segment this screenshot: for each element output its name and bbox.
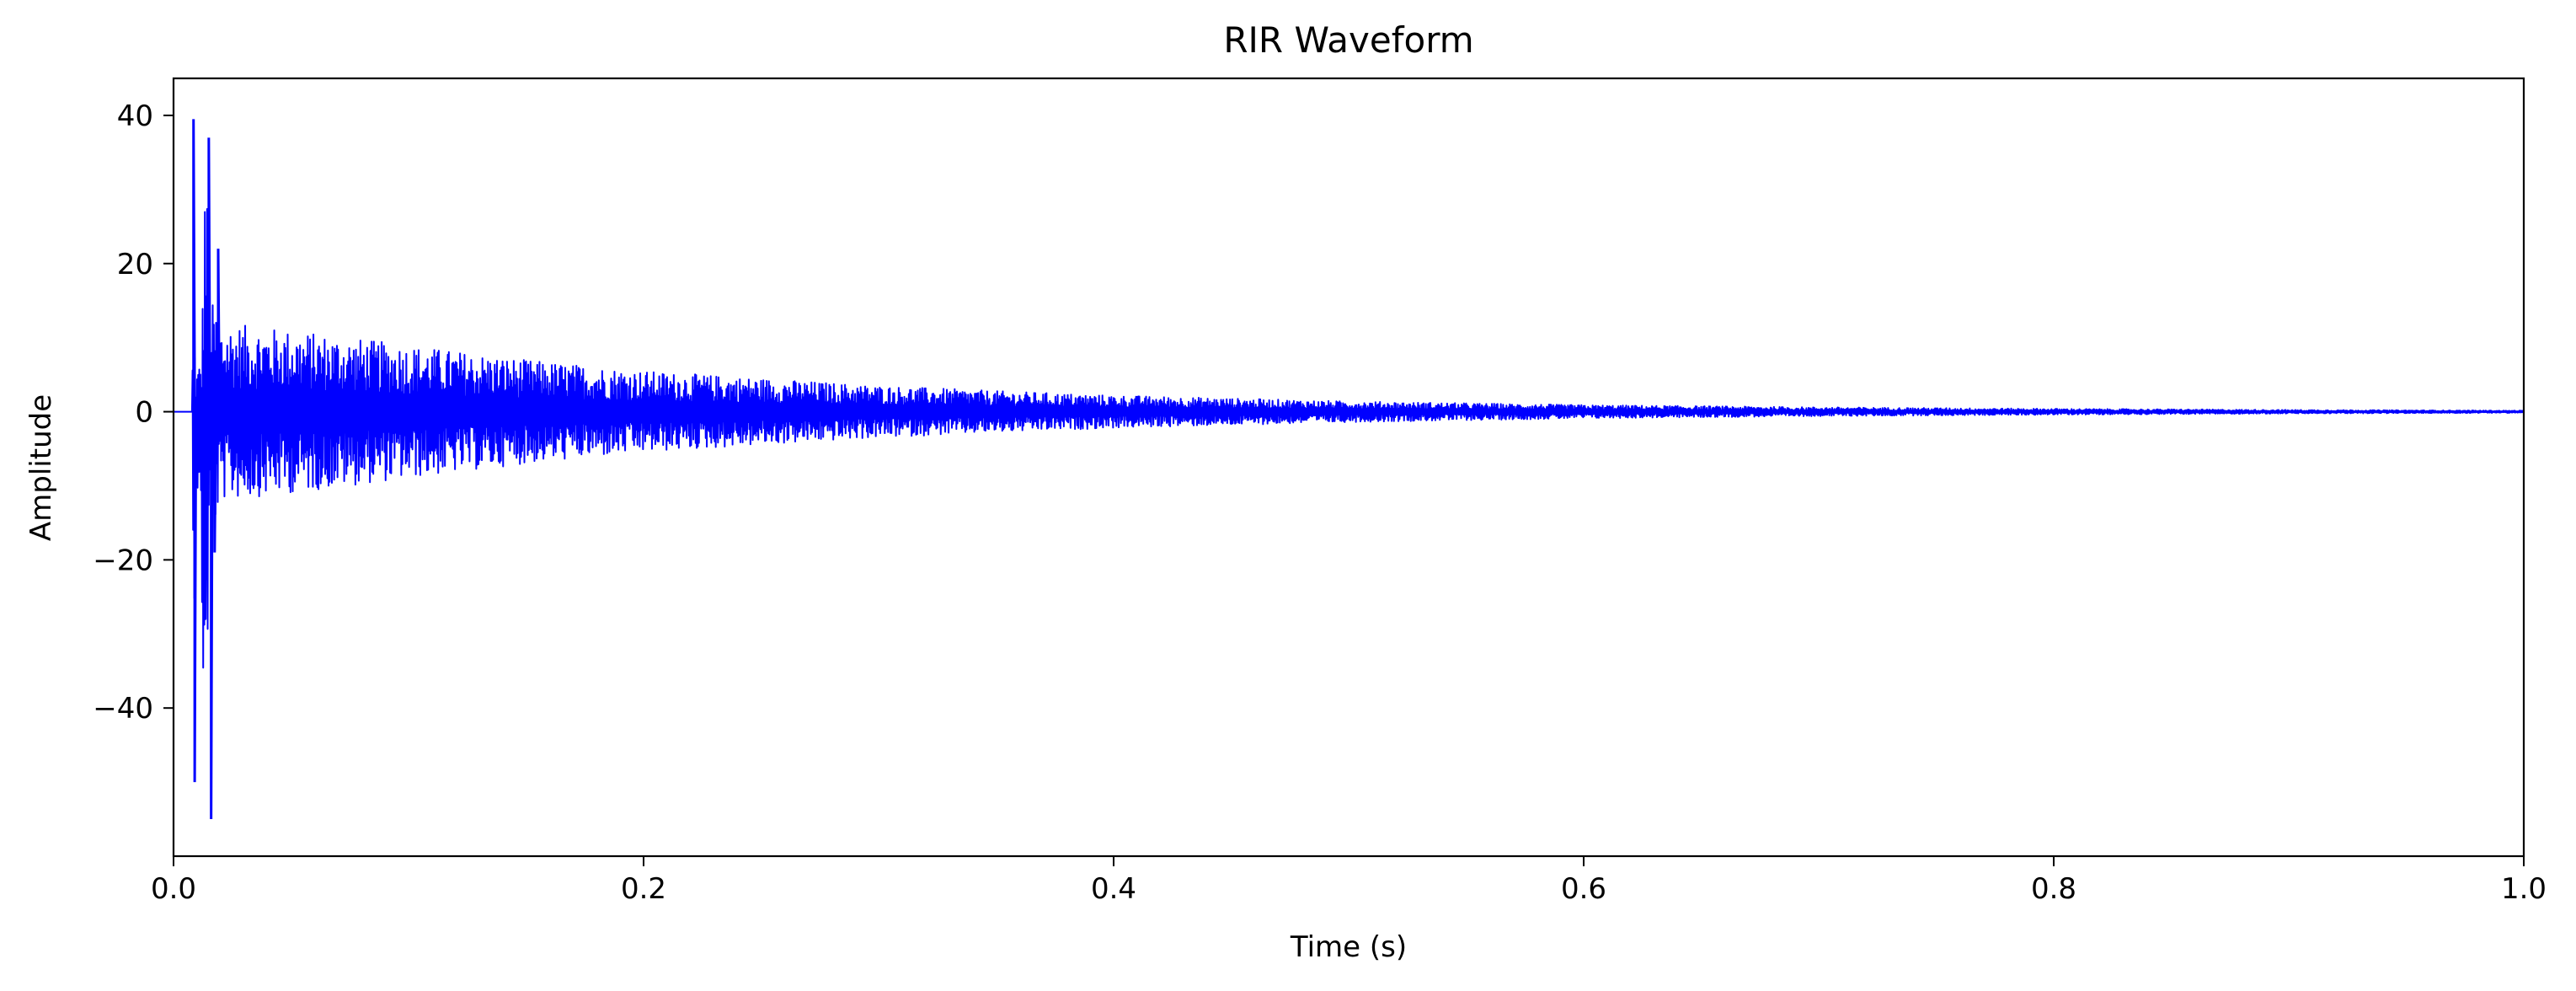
x-tick-label: 0.2 bbox=[621, 872, 666, 906]
y-axis-ticks: 40 20 0 −20 −40 bbox=[93, 99, 174, 726]
x-tick-label: 0.8 bbox=[2031, 872, 2076, 906]
y-tick-label: 20 bbox=[117, 248, 153, 281]
waveform-direct-spikes bbox=[192, 119, 222, 820]
y-tick-label: 0 bbox=[135, 396, 153, 430]
plot-area bbox=[172, 77, 2525, 858]
x-tick-label: 0.4 bbox=[1091, 872, 1136, 906]
x-tick-label: 0.0 bbox=[151, 872, 196, 906]
y-tick-label: −40 bbox=[93, 692, 153, 726]
y-axis-label: Amplitude bbox=[24, 394, 58, 541]
chart-title: RIR Waveform bbox=[1223, 19, 1473, 61]
axes-frame bbox=[172, 77, 2525, 858]
x-tick-label: 1.0 bbox=[2501, 872, 2547, 906]
axes-background bbox=[174, 78, 2524, 856]
x-axis-label: Time (s) bbox=[1290, 930, 1407, 964]
x-axis-ticks: 0.0 0.2 0.4 0.6 0.8 1.0 bbox=[151, 856, 2547, 906]
waveform-line bbox=[173, 208, 2525, 669]
x-tick-label: 0.6 bbox=[1561, 872, 1606, 906]
y-tick-label: −20 bbox=[93, 544, 153, 577]
waveform-series bbox=[173, 119, 2525, 820]
y-tick-label: 40 bbox=[117, 99, 153, 133]
